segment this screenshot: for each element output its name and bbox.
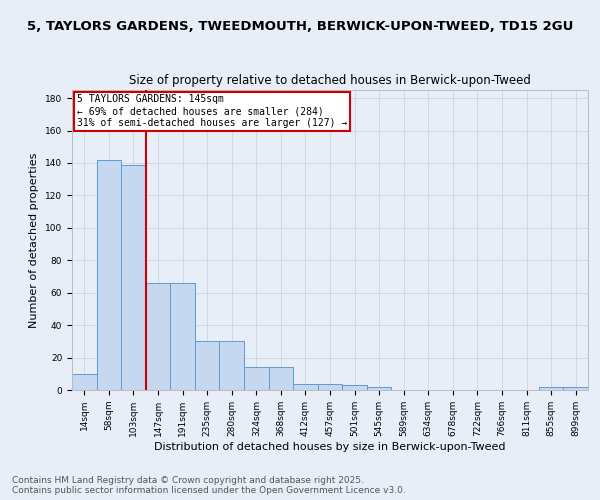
Bar [244,368,269,390]
Bar [318,384,342,390]
Bar [220,342,244,390]
Bar [195,342,220,390]
Bar [563,387,588,390]
Text: 5, TAYLORS GARDENS, TWEEDMOUTH, BERWICK-UPON-TWEED, TD15 2GU: 5, TAYLORS GARDENS, TWEEDMOUTH, BERWICK-… [27,20,573,33]
Title: Size of property relative to detached houses in Berwick-upon-Tweed: Size of property relative to detached ho… [129,74,531,88]
Bar [539,387,563,390]
Y-axis label: Number of detached properties: Number of detached properties [29,152,40,328]
Bar [72,374,97,390]
Bar [121,164,146,390]
X-axis label: Distribution of detached houses by size in Berwick-upon-Tweed: Distribution of detached houses by size … [154,442,506,452]
Bar [342,385,367,390]
Bar [367,387,391,390]
Text: Contains HM Land Registry data © Crown copyright and database right 2025.
Contai: Contains HM Land Registry data © Crown c… [12,476,406,495]
Bar [146,283,170,390]
Text: 5 TAYLORS GARDENS: 145sqm
← 69% of detached houses are smaller (284)
31% of semi: 5 TAYLORS GARDENS: 145sqm ← 69% of detac… [77,94,347,128]
Bar [170,283,195,390]
Bar [293,384,318,390]
Bar [97,160,121,390]
Bar [269,368,293,390]
